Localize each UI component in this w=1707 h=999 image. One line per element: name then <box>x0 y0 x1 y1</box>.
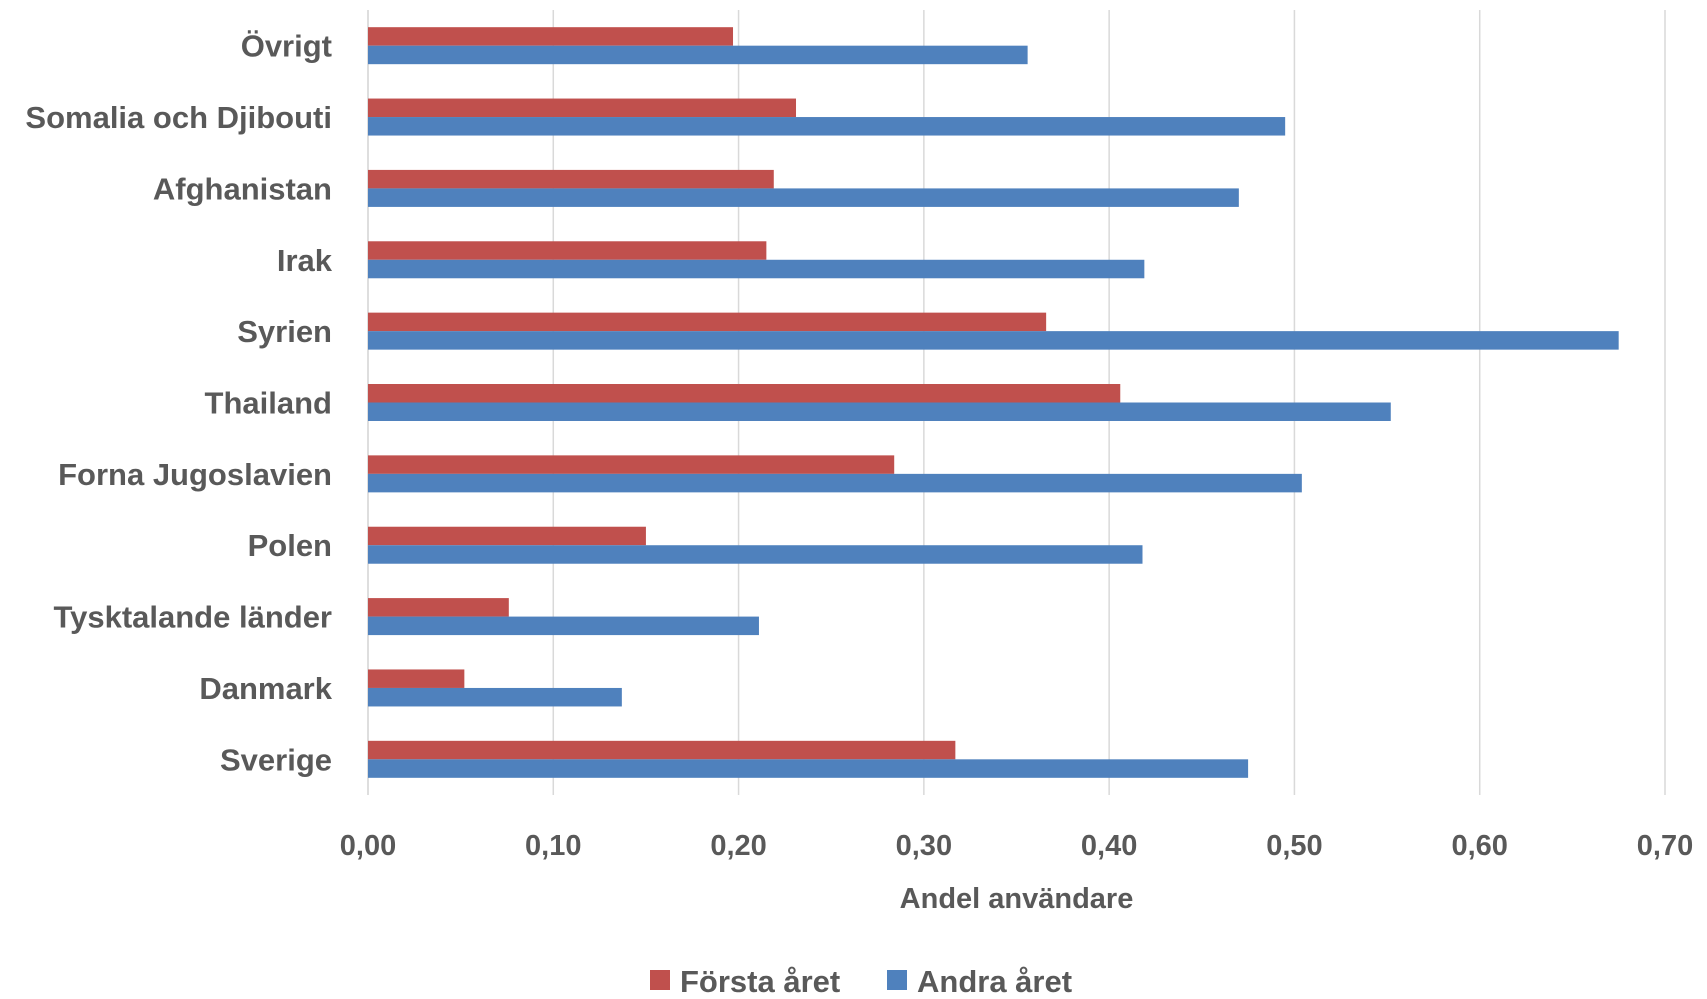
bar-forsta-4 <box>368 455 895 474</box>
category-label: Danmark <box>199 671 332 706</box>
category-label: Somalia och Djibouti <box>25 100 332 135</box>
category-label: Syrien <box>237 314 332 349</box>
bar-forsta-5 <box>368 384 1121 403</box>
bar-andra-0 <box>368 759 1249 778</box>
x-tick-labels: 0,00 0,10 0,20 0,30 0,40 0,50 0,60 0,70 <box>340 830 1693 862</box>
x-tick-label: 0,00 <box>340 830 396 862</box>
category-label: Polen <box>248 528 332 563</box>
legend: Första året Andra året <box>650 964 1072 999</box>
legend-swatch <box>650 970 670 990</box>
bar-forsta-9 <box>368 98 797 118</box>
category-label: Afghanistan <box>153 171 332 206</box>
bar-andra-8 <box>368 188 1239 207</box>
x-tick-label: 0,10 <box>525 830 581 862</box>
bar-forsta-0 <box>368 740 956 760</box>
bar-forsta-3 <box>368 526 646 546</box>
category-label: Thailand <box>205 386 332 421</box>
bar-forsta-2 <box>368 598 509 617</box>
x-tick-label: 0,50 <box>1266 830 1322 862</box>
bar-andra-2 <box>368 616 759 636</box>
bar-andra-5 <box>368 402 1391 421</box>
bar-forsta-6 <box>368 312 1047 332</box>
legend-label: Andra året <box>917 964 1072 999</box>
bar-andra-1 <box>368 687 622 707</box>
category-label: Övrigt <box>241 29 332 64</box>
x-tick-label: 0,70 <box>1637 830 1693 862</box>
bars <box>368 27 1619 778</box>
bar-forsta-8 <box>368 169 774 189</box>
category-labels: Sverige Danmark Tysktalande länder Polen For… <box>25 29 332 778</box>
x-tick-label: 0,20 <box>710 830 766 862</box>
category-label: Tysktalande länder <box>53 600 332 635</box>
x-tick-label: 0,30 <box>896 830 952 862</box>
bar-andra-10 <box>368 45 1028 65</box>
bar-forsta-1 <box>368 669 465 688</box>
category-label: Sverige <box>220 742 332 777</box>
legend-label: Första året <box>680 964 840 999</box>
bar-forsta-10 <box>368 27 734 46</box>
bar-andra-3 <box>368 545 1143 564</box>
legend-swatch <box>887 970 907 990</box>
bar-andra-7 <box>368 259 1145 279</box>
bar-andra-9 <box>368 117 1286 136</box>
bar-andra-4 <box>368 473 1302 493</box>
category-label: Irak <box>277 243 333 278</box>
x-axis-title: Andel användare <box>900 883 1134 915</box>
bar-forsta-7 <box>368 241 767 260</box>
x-tick-label: 0,60 <box>1451 830 1507 862</box>
x-tick-label: 0,40 <box>1081 830 1137 862</box>
bar-andra-6 <box>368 331 1619 350</box>
category-label: Forna Jugoslavien <box>58 457 332 492</box>
